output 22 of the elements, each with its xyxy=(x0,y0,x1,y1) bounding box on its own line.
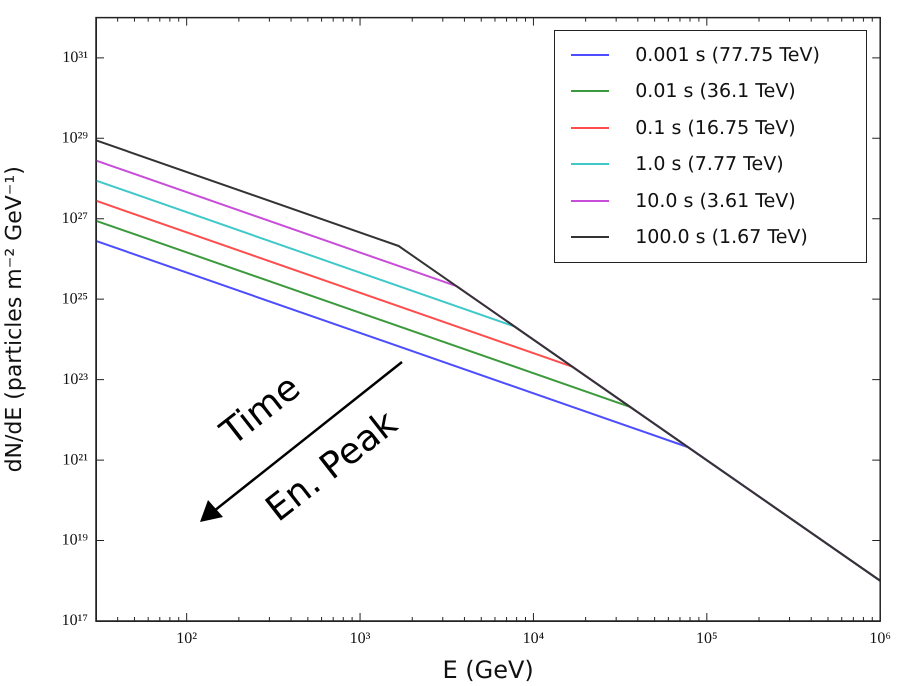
annotation: Time xyxy=(212,367,308,454)
x-tick-label: 10⁴ xyxy=(522,630,545,647)
y-axis-title: dN/dE (particles m⁻² GeV⁻¹) xyxy=(2,166,27,472)
y-tick-label: 10³¹ xyxy=(62,49,88,66)
y-tick-label: 10¹⁷ xyxy=(62,612,88,630)
legend-label: 0.1 s (16.75 TeV) xyxy=(635,116,796,139)
y-tick-label: 10²⁹ xyxy=(62,129,88,146)
y-tick-label: 10²⁵ xyxy=(62,290,88,308)
legend-label: 0.001 s (77.75 TeV) xyxy=(635,44,820,66)
y-tick-label: 10²³ xyxy=(62,370,88,388)
x-axis-title: E (GeV) xyxy=(442,656,534,684)
y-tick-label: 10²¹ xyxy=(62,451,88,468)
x-tick-label: 10⁵ xyxy=(696,630,718,647)
legend-label: 10.0 s (3.61 TeV) xyxy=(635,190,796,212)
x-tick-label: 10³ xyxy=(350,630,371,647)
legend-label: 0.01 s (36.1 TeV) xyxy=(635,80,796,102)
legend-label: 100.0 s (1.67 TeV) xyxy=(635,226,808,248)
x-tick-label: 10⁶ xyxy=(869,630,891,647)
x-tick-label: 10² xyxy=(176,630,198,647)
y-tick-label: 10¹⁹ xyxy=(62,532,88,549)
legend-label: 1.0 s (7.77 TeV) xyxy=(635,153,784,176)
y-tick-label: 10²⁷ xyxy=(62,210,88,227)
